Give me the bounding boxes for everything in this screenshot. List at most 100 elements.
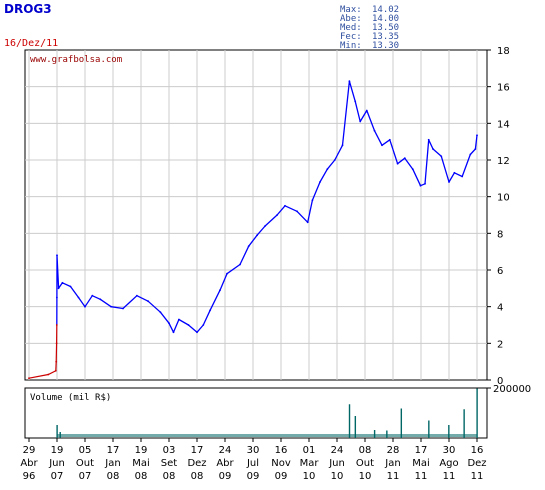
x-tick-month: Dez: [187, 458, 206, 469]
x-tick-day: 30: [443, 445, 456, 456]
price-point: [69, 285, 72, 288]
x-tick-day: 01: [303, 445, 316, 456]
x-tick-year: 11: [471, 471, 484, 482]
price-point: [136, 294, 138, 297]
price-point: [403, 157, 406, 160]
x-tick-day: 17: [107, 445, 120, 456]
price-point: [373, 129, 376, 132]
volume-bars: [56, 388, 478, 438]
price-point: [306, 221, 309, 224]
price-point: [147, 300, 150, 303]
price-point: [219, 289, 221, 292]
stat-label: Med:: [340, 23, 362, 33]
volume-bar: [400, 408, 403, 438]
price-point: [388, 138, 391, 141]
price-point: [209, 309, 212, 312]
y-tick-label: 2: [497, 339, 503, 350]
volume-bar: [386, 430, 388, 438]
price-point: [28, 377, 30, 380]
volume-bar: [448, 425, 450, 438]
price-point: [381, 144, 383, 147]
x-tick-day: 19: [135, 445, 148, 456]
x-tick-year: 08: [191, 471, 204, 482]
price-point: [247, 245, 250, 248]
price-point: [57, 287, 60, 290]
volume-bar: [59, 432, 61, 438]
x-tick-year: 96: [23, 471, 36, 482]
x-tick-day: 24: [219, 445, 232, 456]
volume-bar: [56, 425, 58, 438]
price-point: [122, 307, 124, 310]
price-point: [319, 181, 321, 183]
price-point: [239, 263, 241, 266]
price-point: [84, 305, 86, 308]
x-tick-day: 28: [387, 445, 400, 456]
x-tick-month: Out: [356, 458, 374, 469]
x-tick-month: Abr: [20, 458, 38, 469]
volume-baseline: [57, 434, 477, 437]
stat-value: 14.02: [372, 5, 399, 15]
x-tick-month: Mai: [412, 458, 430, 469]
price-point: [56, 296, 58, 299]
stat-label: Max:: [340, 5, 362, 15]
x-tick-year: 08: [163, 471, 176, 482]
stat-value: 14.00: [372, 14, 399, 24]
stat-value: 13.35: [372, 32, 399, 42]
price-point: [341, 144, 344, 147]
price-point: [56, 254, 58, 257]
x-tick-month: Ago: [439, 458, 458, 469]
volume-bar: [463, 409, 465, 438]
x-tick-month: Jul: [246, 458, 259, 469]
price-point: [453, 171, 456, 174]
x-tick-month: Jan: [104, 458, 120, 469]
price-point: [159, 311, 162, 314]
price-point: [91, 294, 94, 297]
price-point: [61, 281, 64, 284]
x-tick-month: Mar: [300, 458, 320, 469]
stat-value: 13.50: [372, 23, 399, 33]
price-point: [424, 182, 426, 185]
y-tick-label: 18: [497, 46, 510, 57]
price-y-axis: 0 2 4 6 8 10 12 14 16 18: [487, 46, 510, 387]
volume-y-tick-label: 200000: [493, 384, 531, 395]
x-axis: 29 Abr 96 19 Jun 07 05 Out 07 17 Jan 08 19 Mai 08 03 Set…: [20, 438, 487, 482]
x-tick-month: Dez: [467, 458, 486, 469]
price-point: [226, 272, 228, 275]
price-stats: Max: 14.02 Abe: 14.00 Med: 13.50 Fec: 13.35 Min:…: [340, 5, 399, 51]
x-tick-month: Jun: [48, 458, 65, 469]
price-series: [28, 80, 478, 380]
price-point: [461, 175, 464, 178]
price-grid: [25, 50, 487, 380]
x-tick-year: 11: [387, 471, 400, 482]
price-point: [474, 148, 477, 150]
price-line: [56, 80, 478, 333]
price-point: [77, 296, 80, 299]
watermark: www.grafbolsa.com: [30, 55, 122, 65]
x-tick-year: 09: [219, 471, 232, 482]
x-tick-day: 30: [247, 445, 260, 456]
x-tick-month: Set: [161, 458, 178, 469]
y-tick-label: 0: [497, 376, 503, 387]
price-point: [448, 181, 450, 183]
x-tick-day: 03: [163, 445, 176, 456]
price-point: [311, 199, 314, 202]
x-tick-day: 05: [79, 445, 92, 456]
date-label: 16/Dez/11: [4, 38, 58, 49]
price-point: [168, 322, 170, 325]
price-point: [469, 153, 472, 156]
price-line-early: [28, 324, 58, 379]
price-point: [411, 168, 414, 171]
volume-bar: [476, 388, 478, 438]
volume-y-axis: 200000: [487, 384, 531, 395]
x-tick-day: 16: [471, 445, 484, 456]
price-point: [202, 324, 205, 326]
volume-bar: [354, 416, 357, 438]
volume-bar: [373, 430, 376, 438]
price-point: [264, 225, 266, 227]
x-tick-month: Jan: [384, 458, 400, 469]
stat-label: Min:: [340, 41, 362, 51]
price-point: [284, 204, 286, 207]
price-point: [55, 342, 58, 345]
